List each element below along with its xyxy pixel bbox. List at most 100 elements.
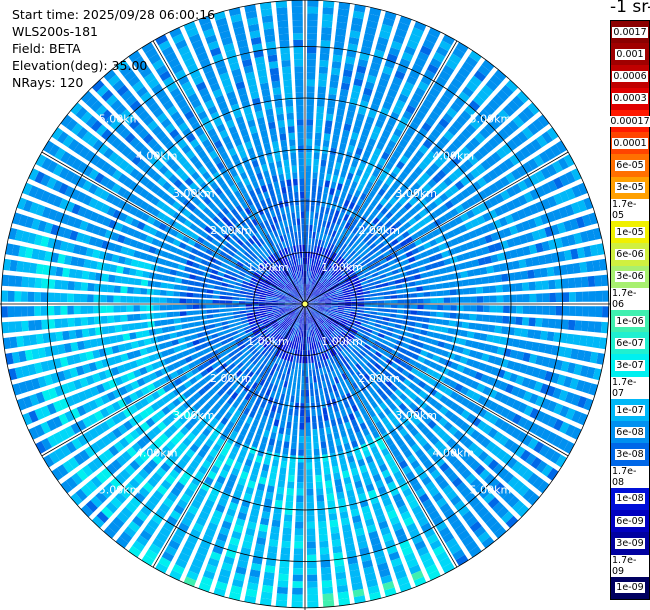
range-gate-cell	[324, 307, 332, 310]
range-gate-cell	[335, 288, 342, 292]
range-gate-cell	[336, 382, 342, 391]
range-gate-cell	[559, 174, 570, 187]
range-gate-cell	[332, 175, 339, 183]
range-gate-cell	[154, 352, 163, 360]
range-gate-cell	[243, 277, 251, 283]
range-gate-cell	[447, 513, 459, 525]
range-gate-cell	[334, 224, 340, 232]
range-gate-cell	[345, 363, 352, 371]
range-gate-cell	[483, 398, 493, 409]
range-gate-cell	[305, 317, 307, 324]
range-gate-cell	[134, 278, 142, 286]
range-gate-cell	[438, 215, 448, 224]
range-gate-cell	[366, 362, 374, 369]
range-gate-cell	[308, 277, 311, 285]
range-gate-cell	[202, 171, 211, 180]
range-gate-cell	[381, 339, 390, 346]
range-gate-cell	[489, 521, 503, 534]
range-gate-cell	[338, 359, 345, 367]
range-gate-cell	[368, 530, 379, 540]
range-gate-cell	[273, 348, 279, 356]
range-gate-cell	[248, 320, 256, 325]
range-gate-cell	[193, 217, 202, 226]
range-gate-cell	[367, 386, 375, 395]
range-gate-cell	[368, 318, 376, 323]
range-gate-cell	[120, 353, 129, 362]
range-gate-cell	[100, 109, 112, 122]
range-gate-cell	[272, 384, 278, 392]
range-gate-cell	[357, 492, 367, 502]
range-gate-cell	[404, 337, 412, 344]
range-gate-cell	[142, 330, 150, 338]
range-gate-cell	[241, 540, 253, 550]
range-gate-cell	[197, 202, 207, 211]
range-gate-cell	[541, 318, 549, 328]
range-gate-cell	[163, 267, 171, 275]
range-gate-cell	[367, 250, 375, 257]
range-gate-cell	[237, 275, 245, 280]
range-gate-cell	[255, 240, 262, 248]
range-gate-cell	[300, 389, 305, 397]
range-gate-cell	[128, 75, 141, 87]
range-gate-cell	[111, 137, 123, 149]
range-gate-cell	[285, 306, 293, 308]
range-gate-cell	[322, 322, 329, 329]
range-gate-cell	[306, 119, 314, 126]
range-gate-cell	[571, 393, 581, 406]
range-gate-cell	[306, 436, 312, 443]
range-gate-cell	[394, 211, 403, 220]
range-gate-cell	[399, 272, 407, 278]
range-gate-cell	[225, 242, 233, 250]
range-gate-cell	[119, 437, 130, 449]
range-gate-cell	[434, 391, 443, 400]
range-gate-cell	[156, 410, 166, 420]
range-gate-cell	[234, 318, 242, 323]
range-gate-cell	[380, 393, 389, 401]
range-gate-cell	[164, 140, 175, 151]
range-gate-cell	[521, 377, 531, 388]
range-gate-cell	[316, 408, 322, 416]
range-gate-cell	[254, 433, 262, 442]
range-gate-cell	[324, 282, 331, 288]
range-gate-cell	[265, 451, 273, 459]
range-gate-cell	[164, 225, 173, 234]
range-gate-cell	[383, 267, 392, 273]
range-gate-cell	[541, 398, 551, 410]
range-gate-cell	[349, 569, 361, 578]
range-gate-cell	[357, 295, 365, 299]
range-gate-cell	[574, 277, 582, 288]
range-gate-cell	[249, 245, 256, 253]
range-gate-cell	[464, 339, 473, 348]
range-gate-cell	[119, 64, 133, 77]
range-gate-cell	[375, 163, 384, 172]
range-gate-cell	[84, 446, 96, 458]
range-gate-cell	[324, 298, 332, 301]
range-gate-cell	[408, 499, 419, 510]
range-gate-cell	[309, 382, 314, 390]
range-gate-cell	[37, 376, 47, 388]
range-gate-cell	[367, 138, 377, 147]
range-gate-cell	[232, 308, 240, 311]
range-gate-cell	[375, 479, 385, 489]
range-gate-cell	[157, 421, 167, 432]
range-gate-cell	[259, 294, 267, 298]
range-gate-cell	[398, 93, 409, 104]
range-gate-cell	[393, 407, 402, 417]
range-gate-cell	[357, 106, 367, 116]
range-gate-cell	[408, 281, 416, 287]
range-gate-cell	[200, 282, 208, 288]
range-gate-cell	[568, 277, 576, 289]
range-gate-cell	[139, 146, 150, 157]
range-gate-cell	[275, 412, 281, 421]
range-gate-cell	[284, 324, 290, 331]
range-gate-cell	[338, 233, 345, 241]
range-gate-cell	[352, 366, 359, 374]
range-gate-cell	[375, 43, 387, 53]
range-gate-cell	[541, 182, 552, 195]
range-gate-cell	[321, 447, 328, 455]
range-gate-cell	[287, 333, 292, 341]
range-gate-cell	[449, 413, 460, 424]
range-gate-cell	[301, 330, 304, 337]
range-gate-cell	[481, 536, 495, 549]
range-gate-cell	[334, 162, 342, 170]
